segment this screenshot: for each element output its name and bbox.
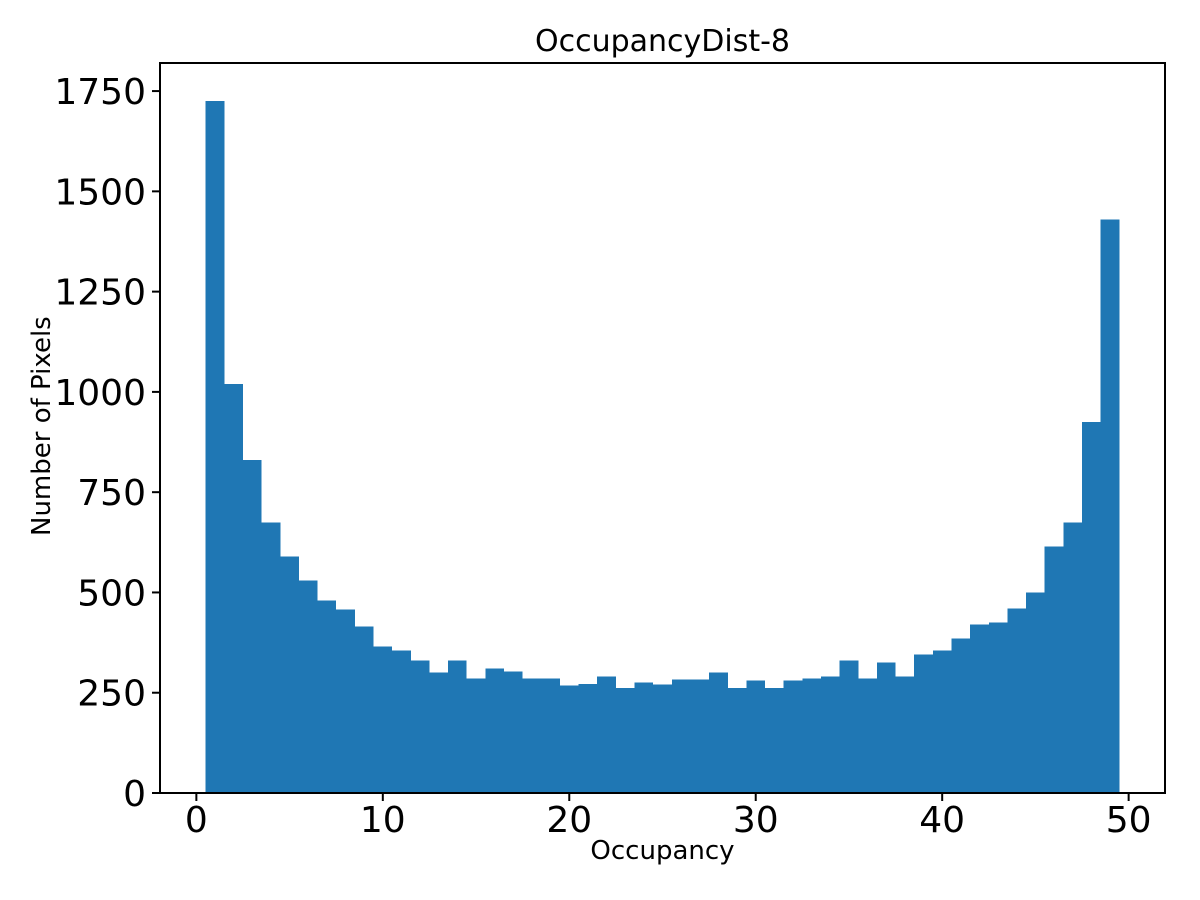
histogram-bar [895, 676, 915, 793]
histogram-bar [448, 660, 467, 793]
histogram-bar [559, 685, 579, 793]
histogram-bar [336, 609, 355, 793]
y-tick-label: 1500 [54, 172, 146, 213]
histogram-bar [709, 672, 728, 793]
histogram-bar [970, 624, 989, 793]
y-axis-label: Number of Pixels [27, 316, 57, 536]
histogram-bar [746, 680, 766, 793]
x-tick-label: 0 [185, 800, 208, 841]
x-tick-label: 30 [733, 800, 779, 841]
histogram-bar [932, 650, 952, 793]
axes-spines [159, 62, 1166, 794]
histogram-bar [1044, 546, 1064, 793]
histogram-bar [690, 679, 710, 793]
plot-area: 0 10 20 30 40 50 0 250 500 750 1000 1250 1500 1750 [54, 62, 1166, 841]
y-tick-label: 500 [77, 573, 146, 614]
histogram-bar [727, 687, 747, 793]
histogram-bar [429, 672, 449, 793]
x-tick-label: 10 [360, 800, 406, 841]
histogram-bar [504, 671, 523, 793]
histogram-bar [671, 679, 691, 793]
histogram-bar [485, 668, 505, 793]
x-tick-label: 40 [919, 800, 965, 841]
histogram-bar [522, 678, 542, 793]
y-tick-label: 250 [77, 674, 146, 715]
histogram-bar [597, 676, 616, 793]
histogram-bar [205, 101, 225, 794]
x-tick-label: 20 [546, 800, 592, 841]
histogram-bar [634, 682, 654, 793]
histogram-bar [261, 522, 281, 793]
histogram-bar [392, 650, 411, 793]
histogram-bar [765, 687, 784, 793]
histogram-bar [224, 383, 243, 793]
histogram-bar [615, 687, 635, 793]
histogram-bar [373, 646, 393, 793]
histogram-bar [1026, 592, 1045, 793]
histogram-bar [820, 676, 840, 793]
y-tick-label: 1750 [54, 72, 146, 113]
x-axis-label: Occupancy [590, 836, 735, 866]
histogram-bar [578, 683, 598, 793]
x-tick-label: 50 [1106, 800, 1152, 841]
histogram-bar [317, 600, 337, 793]
histogram-bar [783, 680, 803, 793]
histogram-bar [541, 678, 560, 793]
histogram-bar [1100, 219, 1120, 793]
histogram-bar [1007, 608, 1027, 793]
histogram-bar [914, 654, 933, 793]
chart-title: OccupancyDist-8 [534, 24, 791, 59]
histogram-bar [242, 460, 262, 793]
y-tick-label: 0 [123, 774, 146, 815]
histogram-bar [988, 622, 1008, 793]
y-tick-label: 1000 [54, 373, 146, 414]
histogram-bar [876, 662, 896, 793]
histogram-bar [1063, 522, 1083, 793]
histogram-bar [354, 626, 374, 793]
histogram-bar [839, 660, 859, 793]
histogram-bar [802, 678, 821, 793]
histogram-bar [410, 660, 430, 793]
histogram-bar [951, 638, 971, 793]
histogram-bar [653, 684, 672, 793]
histogram-bar [858, 678, 877, 793]
histogram-bar [280, 556, 299, 793]
y-tick-label: 750 [77, 473, 146, 514]
y-tick-label: 1250 [54, 273, 146, 314]
histogram-bar [466, 678, 486, 793]
histogram-bar [1082, 421, 1101, 793]
histogram-bar [298, 580, 318, 793]
